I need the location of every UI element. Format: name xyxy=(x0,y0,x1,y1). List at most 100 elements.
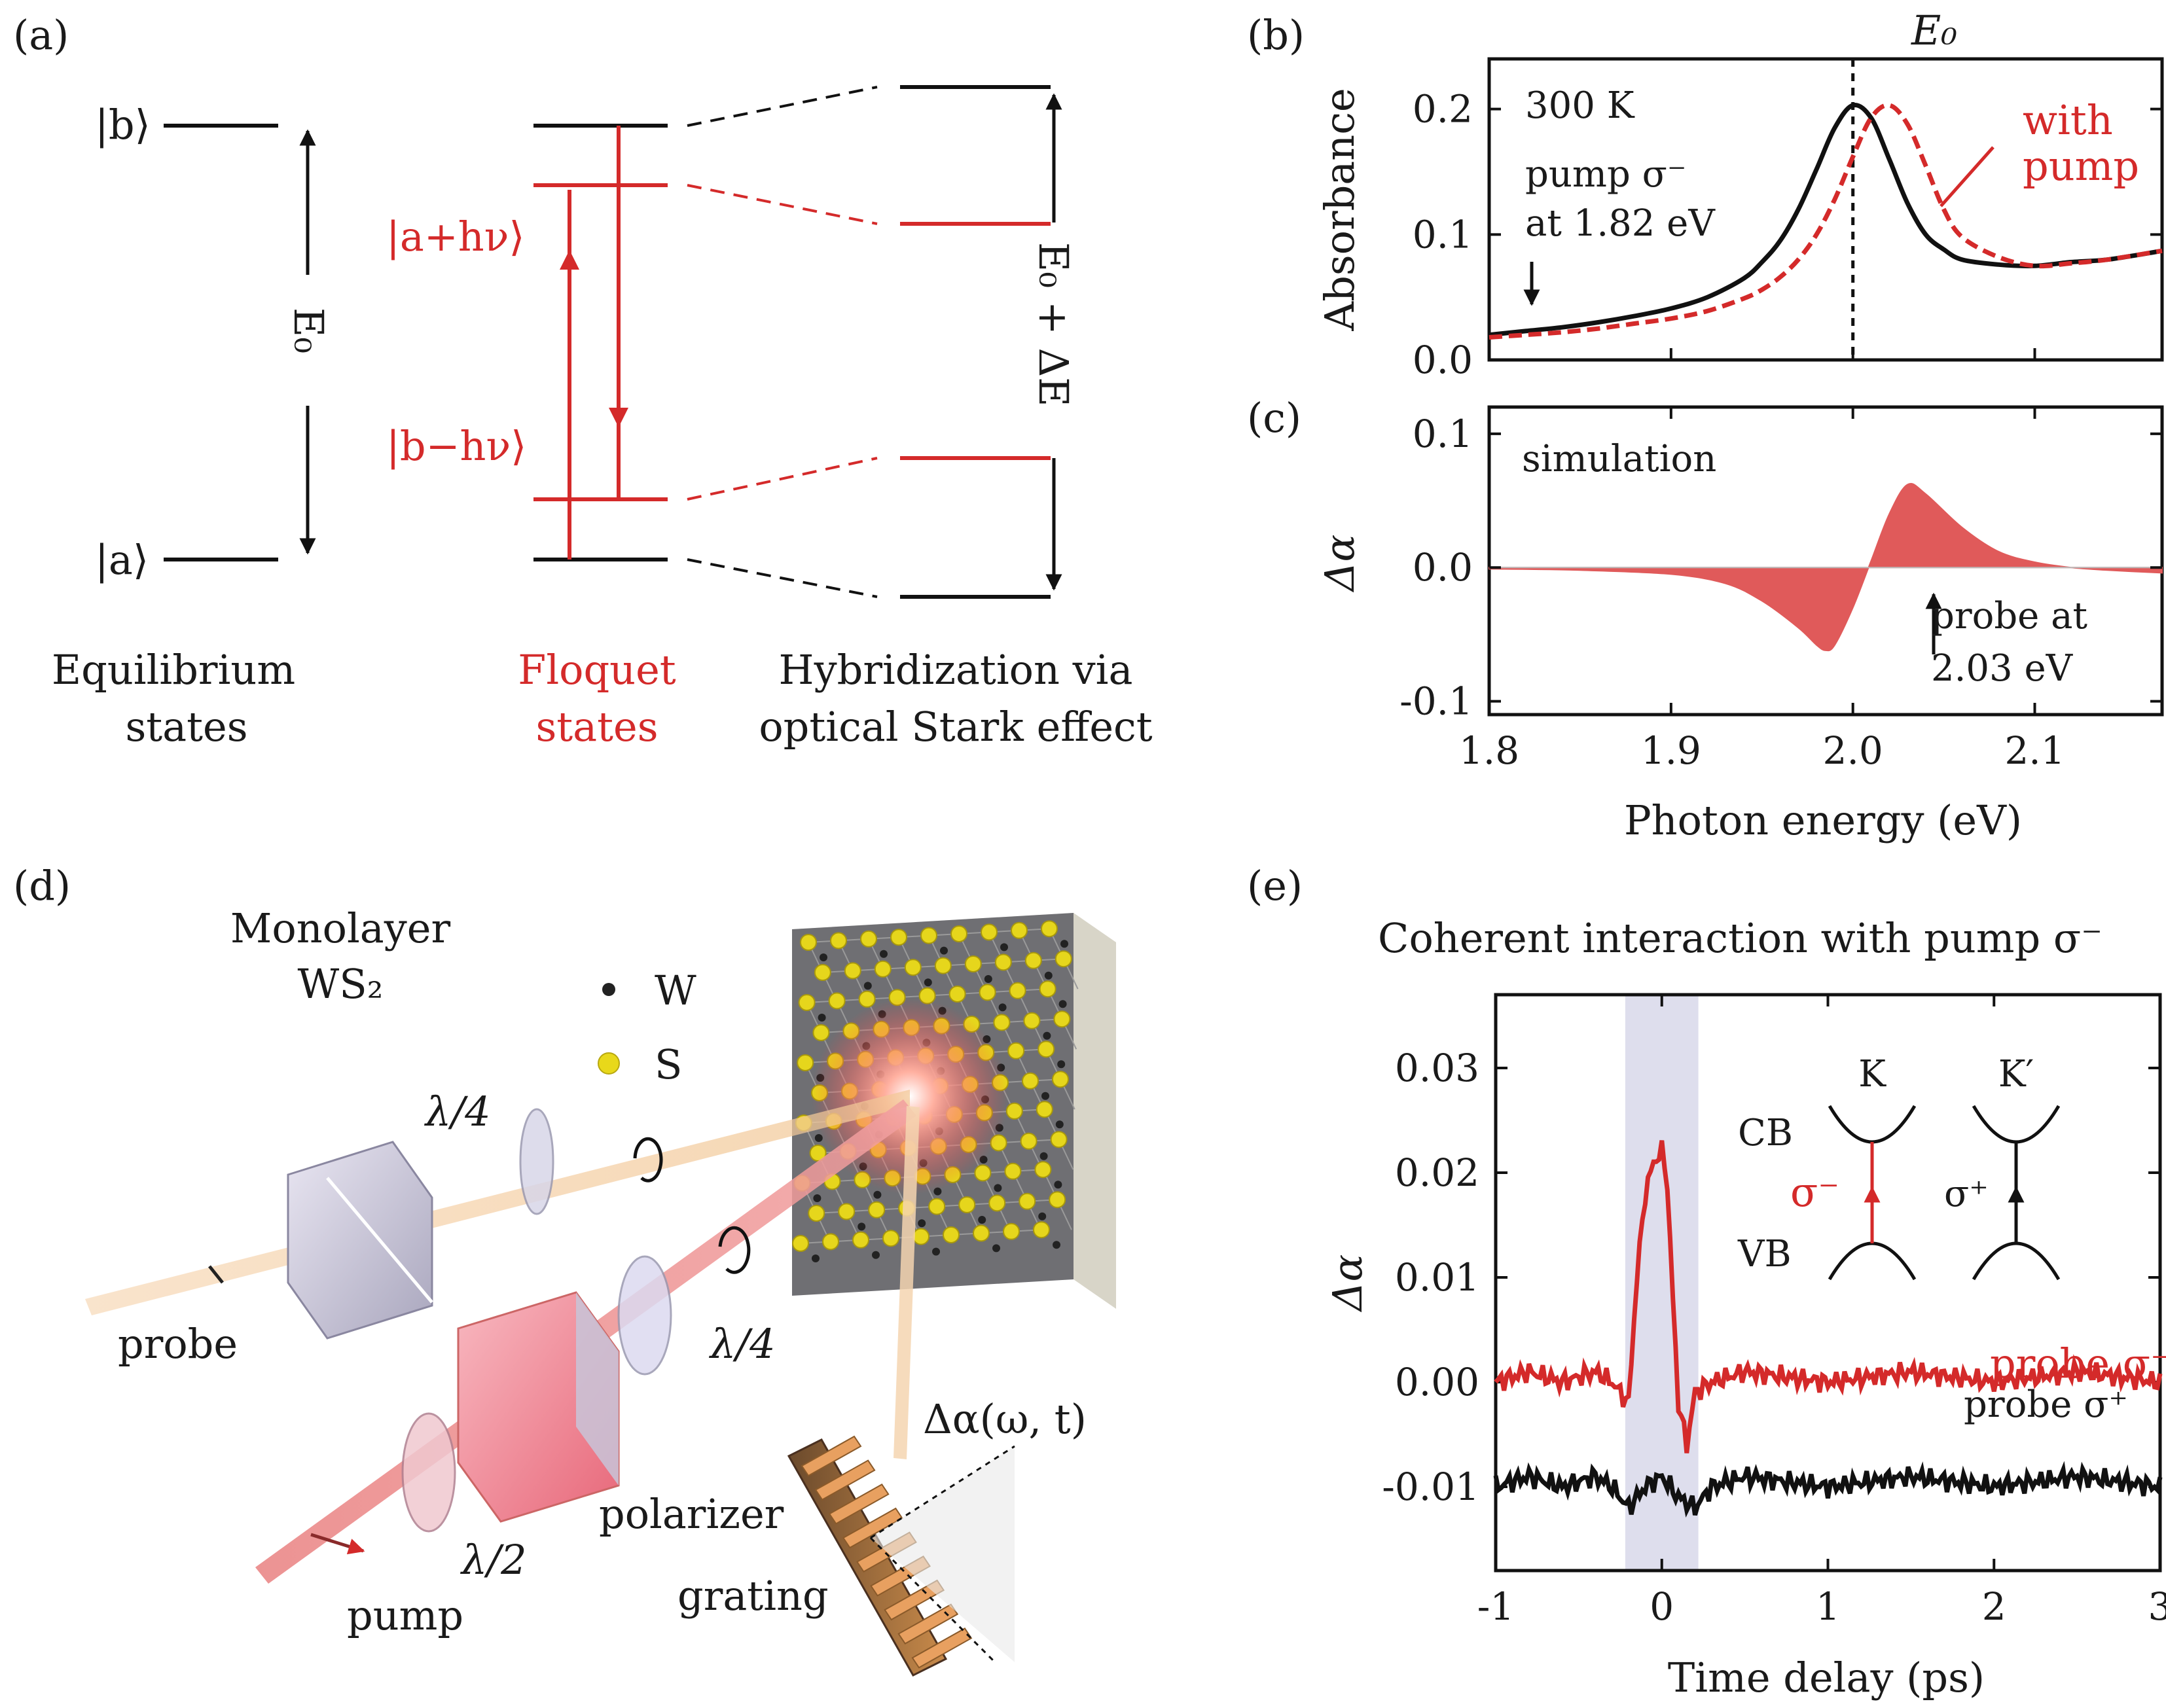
w-atom xyxy=(978,1216,986,1224)
panel-e-xtick-label: 0 xyxy=(1650,1584,1674,1629)
w-atom xyxy=(1055,1120,1064,1129)
s-atom xyxy=(904,959,922,976)
panel-c-ylabel: Δα xyxy=(1316,535,1363,593)
s-atom xyxy=(1049,1191,1066,1209)
inset-sigma-minus: σ⁻ xyxy=(1790,1168,1839,1216)
w-atom xyxy=(1041,1092,1049,1100)
reflected-probe-beam xyxy=(893,1106,920,1459)
connector-a xyxy=(687,558,878,598)
w-atom xyxy=(1000,943,1008,952)
probe-info-line1: probe at xyxy=(1931,595,2088,637)
diffraction-edge-top xyxy=(870,1445,1015,1539)
pump-cube-side xyxy=(576,1292,619,1486)
s-legend-label: S xyxy=(655,1041,682,1088)
w-atom xyxy=(1054,1181,1062,1189)
s-atom xyxy=(838,1203,856,1220)
k-conduction-band xyxy=(1828,1105,1917,1144)
ket-b-minus-label: |b−hν⟩ xyxy=(386,422,526,470)
s-atom xyxy=(1050,1131,1068,1148)
s-atom xyxy=(1024,952,1042,969)
s-atom xyxy=(1020,1132,1038,1150)
monolayer-label: Monolayer xyxy=(230,904,451,952)
s-atom xyxy=(1005,1102,1023,1120)
pump-info-line2: at 1.82 eV xyxy=(1525,202,1716,245)
panel-e-ticks: -0.01 0.00 0.01 0.02 0.03 -1 0 1 2 3 xyxy=(1382,995,2166,1629)
w-atom xyxy=(992,1244,1000,1253)
s-atom xyxy=(973,1224,990,1242)
temperature-label: 300 K xyxy=(1525,84,1635,127)
s-atom xyxy=(988,1194,1006,1212)
w-atom xyxy=(1057,1060,1066,1069)
connector-b xyxy=(687,86,878,127)
s-atom xyxy=(797,1054,814,1071)
w-atom xyxy=(820,953,827,961)
pump-info-line1: pump σ⁻ xyxy=(1525,153,1686,196)
inset-k-label: K xyxy=(1858,1053,1886,1095)
caption-floquet-1: Floquet xyxy=(518,646,676,694)
grating-ridges xyxy=(801,1435,973,1669)
panel-c-ytick-label: 0.1 xyxy=(1413,412,1473,456)
panel-c-ytick-label: 0.0 xyxy=(1413,545,1473,590)
s-atom xyxy=(858,990,876,1008)
inset-cb-label: CB xyxy=(1738,1112,1793,1154)
s-atom xyxy=(1003,1222,1020,1240)
panel-e-xtick-label: 1 xyxy=(1816,1584,1840,1629)
s-atom xyxy=(979,984,996,1001)
probe-circular-polarization-icon xyxy=(633,1137,663,1183)
grating-ridge xyxy=(814,1459,876,1501)
band-inset: K K′ CB VB σ⁻ σ⁺ xyxy=(1737,1053,2061,1281)
qwp-top-label: λ/4 xyxy=(424,1088,491,1135)
w-atom xyxy=(918,1219,926,1228)
w-atom xyxy=(984,975,992,983)
panel-a: (a) |b⟩ |a⟩ E₀ |a+hν⟩ |b−hν⟩ E₀ + ΔE xyxy=(13,11,1153,751)
s-atom xyxy=(1004,1162,1022,1180)
probe-plus-trace xyxy=(1493,1461,2163,1518)
s-atom xyxy=(958,1196,976,1213)
s-atom xyxy=(1036,1101,1053,1118)
panel-e-xtick-label: 3 xyxy=(2148,1584,2166,1629)
w-atom xyxy=(1043,1031,1051,1040)
s-atom xyxy=(1055,950,1072,968)
panel-c-label: (c) xyxy=(1247,394,1301,442)
s-atom xyxy=(809,1145,827,1162)
qwp-bottom-label: λ/4 xyxy=(708,1320,776,1368)
panel-e-ytick-label: 0.02 xyxy=(1395,1150,1479,1195)
probe-linear-polarization-icon xyxy=(208,1265,224,1284)
panel-c-ytick-label: -0.1 xyxy=(1399,679,1473,724)
s-atom xyxy=(1033,1221,1050,1239)
substrate-side xyxy=(1074,913,1116,1309)
s-atom xyxy=(844,962,861,980)
panel-e-xtick-label: -1 xyxy=(1477,1584,1515,1629)
panel-e-ylabel: Δα xyxy=(1324,1254,1371,1313)
s-atom xyxy=(828,992,846,1010)
signal-label: Δα(ω, t) xyxy=(923,1395,1087,1443)
s-atom xyxy=(812,1024,830,1041)
inset-vb-label: VB xyxy=(1737,1233,1792,1275)
probe-qwp xyxy=(519,1108,554,1215)
s-atom xyxy=(814,964,831,981)
caption-equilibrium-2: states xyxy=(125,703,247,751)
w-atom xyxy=(1038,1212,1047,1220)
probe-cube-edge xyxy=(326,1177,433,1304)
panel-b: (b) E₀ 0.0 0.1 0.2 300 K pump σ⁻ at 1.82 e… xyxy=(1247,7,2164,382)
s-atom xyxy=(920,927,937,944)
panel-e-xlabel: Time delay (ps) xyxy=(1668,1654,1985,1701)
panel-b-axes xyxy=(1487,57,2164,362)
s-atom xyxy=(830,932,847,950)
s-atom xyxy=(1052,1071,1069,1088)
w-atom xyxy=(932,1247,940,1256)
panel-e-xtick-label: 2 xyxy=(1982,1584,2006,1629)
panel-e-title: Coherent interaction with pump σ⁻ xyxy=(1378,914,2103,962)
w-atom xyxy=(873,1190,882,1199)
e0-arrow-label: E₀ xyxy=(285,308,333,353)
simulation-label: simulation xyxy=(1522,438,1716,480)
s-atom xyxy=(1041,920,1058,938)
ket-a-plus-label: |a+hν⟩ xyxy=(386,213,525,260)
pump-circular-polarization-icon xyxy=(718,1226,751,1274)
panel-a-label: (a) xyxy=(13,11,69,59)
panel-c-xtick-label: 2.1 xyxy=(2004,728,2065,773)
panel-e-axes xyxy=(1494,993,2162,1573)
ket-a-label: |a⟩ xyxy=(95,536,149,584)
w-atom xyxy=(880,950,888,958)
s-atom xyxy=(964,955,982,972)
